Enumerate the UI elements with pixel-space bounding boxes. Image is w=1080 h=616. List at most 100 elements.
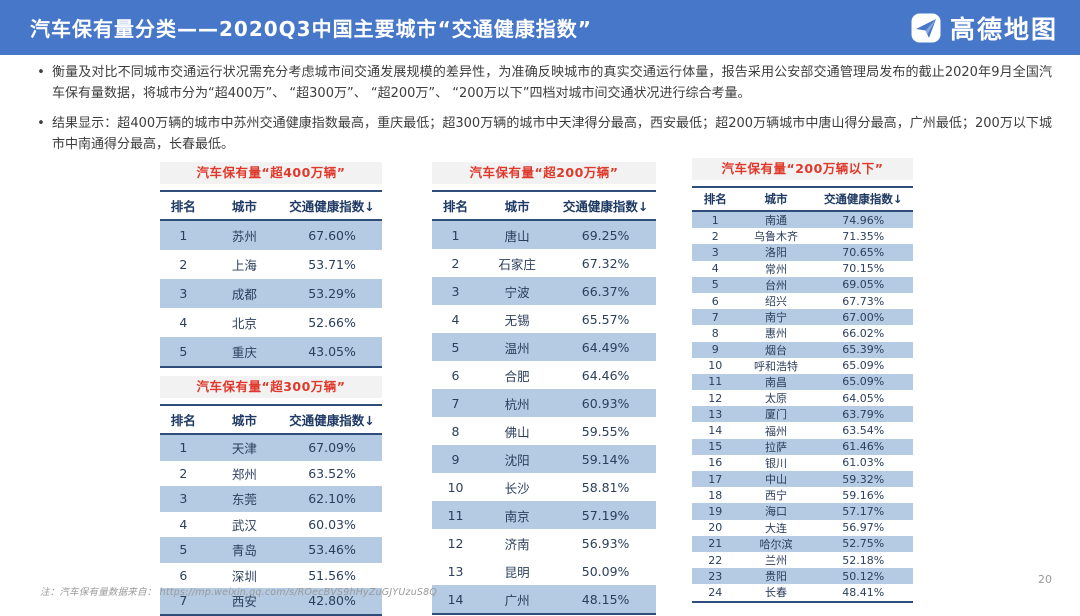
- cell-rank: 6: [179, 567, 188, 583]
- table-title: 汽车保有量“超200万辆”: [432, 162, 656, 184]
- cell-rank: 1: [432, 220, 480, 249]
- cell-index: 50.09%: [581, 563, 630, 579]
- cell-city: 青岛: [206, 537, 283, 563]
- cell-index: 64.49%: [555, 333, 656, 361]
- table-column-middle: 汽车保有量“超200万辆” 排名 城市 交通健康指数↓ 1 唐山 69.25% 2 石家庄 67.…: [432, 162, 656, 615]
- cell-index: 58.81%: [581, 479, 630, 495]
- cell-rank: 18: [708, 488, 723, 502]
- cell-city: 常州: [764, 262, 787, 276]
- cell-index: 69.25%: [555, 220, 656, 249]
- table-row: 22 兰州 52.18%: [692, 552, 913, 568]
- table-row: 19 海口 57.17%: [692, 503, 913, 520]
- cell-city: 惠州: [764, 327, 787, 341]
- table-group-under-2m: 汽车保有量“200万辆以下” 排名 城市 交通健康指数↓ 1 南通 74.96% 2 乌鲁木齐 7…: [692, 158, 913, 603]
- cell-index: 65.09%: [813, 373, 913, 391]
- cell-index: 60.03%: [308, 516, 356, 532]
- table-row: 2 石家庄 67.32%: [432, 249, 656, 277]
- cell-index: 53.71%: [308, 257, 356, 272]
- cell-city: 石家庄: [498, 256, 536, 272]
- cell-rank: 14: [432, 585, 480, 615]
- cell-index: 61.46%: [813, 438, 913, 455]
- table-row: 14 广州 48.15%: [432, 585, 656, 615]
- table-row: 14 福州 63.54%: [692, 422, 913, 438]
- bullet-text: 结果显示：超400万辆的城市中苏州交通健康指数最高，重庆最低；超300万辆的城市…: [52, 116, 1052, 152]
- table-row: 5 青岛 53.46%: [160, 537, 382, 563]
- cell-city: 成都: [206, 279, 283, 308]
- col-header-index: 交通健康指数↓: [282, 404, 382, 435]
- table-row: 18 西宁 59.16%: [692, 487, 913, 503]
- source-note: 注：汽车保有量数据来自： https://mp.weixin.qq.com/s/…: [40, 587, 438, 598]
- table-row: 5 台州 69.05%: [692, 276, 913, 293]
- cell-city: 中山: [738, 471, 814, 488]
- table-row: 16 银川 61.03%: [692, 455, 913, 471]
- table-row: 10 呼和浩特 65.09%: [692, 358, 913, 374]
- cell-city: 洛阳: [738, 244, 814, 261]
- bullet-dot: •: [37, 116, 45, 131]
- cell-rank: 9: [432, 445, 480, 473]
- cell-rank: 7: [432, 389, 480, 417]
- cell-city: 南昌: [738, 373, 814, 391]
- col-header-rank: 排名: [432, 190, 480, 221]
- cell-rank: 5: [160, 337, 207, 368]
- cell-rank: 12: [708, 391, 723, 405]
- cell-rank: 10: [447, 479, 464, 495]
- table-row: 6 深圳 51.56%: [160, 563, 382, 589]
- cell-index: 65.57%: [581, 311, 630, 327]
- cell-index: 61.03%: [842, 456, 885, 470]
- col-header-index: 交通健康指数↓: [813, 186, 913, 212]
- table-row: 1 唐山 69.25%: [432, 220, 656, 249]
- col-header-rank: 排名: [692, 186, 739, 212]
- cell-city: 唐山: [479, 220, 556, 249]
- table-row: 20 大连 56.97%: [692, 520, 913, 536]
- table-row: 3 成都 53.29%: [160, 279, 382, 308]
- bullet-text: 衡量及对比不同城市交通运行状况需充分考虑城市间交通发展规模的差异性，为准确反映城…: [52, 65, 1052, 101]
- table-row: 15 拉萨 61.46%: [692, 438, 913, 455]
- page-number: 20: [1038, 573, 1052, 586]
- cell-rank: 9: [692, 341, 739, 358]
- cell-index: 50.12%: [813, 568, 913, 585]
- cell-index: 64.46%: [581, 367, 630, 383]
- cell-index: 52.75%: [813, 535, 913, 552]
- cell-rank: 11: [432, 501, 480, 529]
- table-row: 4 北京 52.66%: [160, 308, 382, 337]
- cell-rank: 3: [160, 279, 207, 308]
- bullet-item-methodology: • 衡量及对比不同城市交通运行状况需充分考虑城市间交通发展规模的差异性，为准确反…: [30, 62, 1052, 104]
- cell-city: 北京: [231, 316, 257, 331]
- cell-rank: 5: [692, 276, 739, 293]
- cell-city: 西宁: [764, 489, 787, 503]
- ranking-table: 排名 城市 交通健康指数↓ 1 南通 74.96% 2 乌鲁木齐 71.35% 3 洛阳 70.65%…: [692, 186, 913, 603]
- cell-rank: 3: [432, 277, 480, 305]
- cell-city: 南宁: [738, 309, 814, 326]
- col-header-rank: 排名: [160, 190, 207, 221]
- table-row: 17 中山 59.32%: [692, 471, 913, 488]
- cell-city: 兰州: [764, 554, 787, 568]
- cell-rank: 11: [692, 373, 739, 391]
- cell-city: 太原: [764, 392, 787, 406]
- cell-index: 70.65%: [813, 244, 913, 261]
- cell-index: 67.73%: [842, 294, 885, 308]
- cell-index: 59.55%: [581, 423, 630, 439]
- ranking-table: 排名 城市 交通健康指数↓ 1 天津 67.09% 2 郑州 63.52% 3 东莞 62.10% 4 武…: [160, 404, 382, 616]
- table-row: 1 苏州 67.60%: [160, 220, 382, 250]
- col-header-city: 城市: [479, 190, 556, 221]
- cell-city: 长沙: [504, 480, 530, 496]
- cell-rank: 23: [692, 568, 739, 585]
- cell-index: 65.09%: [842, 359, 885, 373]
- cell-index: 52.66%: [308, 315, 356, 330]
- cell-city: 贵阳: [738, 568, 814, 585]
- cell-city: 乌鲁木齐: [753, 230, 798, 244]
- cell-rank: 13: [447, 563, 464, 579]
- table-group-over-4m: 汽车保有量“超400万辆” 排名 城市 交通健康指数↓ 1 苏州 67.60% 2 上海 53.7…: [160, 162, 382, 368]
- cell-index: 67.60%: [282, 220, 382, 250]
- table-row: 8 佛山 59.55%: [432, 417, 656, 445]
- page-title: 汽车保有量分类——2020Q3中国主要城市“交通健康指数”: [30, 17, 592, 41]
- cell-index: 59.16%: [842, 488, 885, 502]
- cell-index: 57.19%: [555, 501, 656, 529]
- cell-rank: 1: [160, 434, 207, 461]
- cell-index: 43.05%: [282, 337, 382, 368]
- cell-index: 48.15%: [555, 585, 656, 615]
- cell-rank: 4: [179, 315, 188, 330]
- cell-city: 济南: [504, 536, 530, 552]
- table-row: 11 南京 57.19%: [432, 501, 656, 529]
- cell-rank: 7: [692, 309, 739, 326]
